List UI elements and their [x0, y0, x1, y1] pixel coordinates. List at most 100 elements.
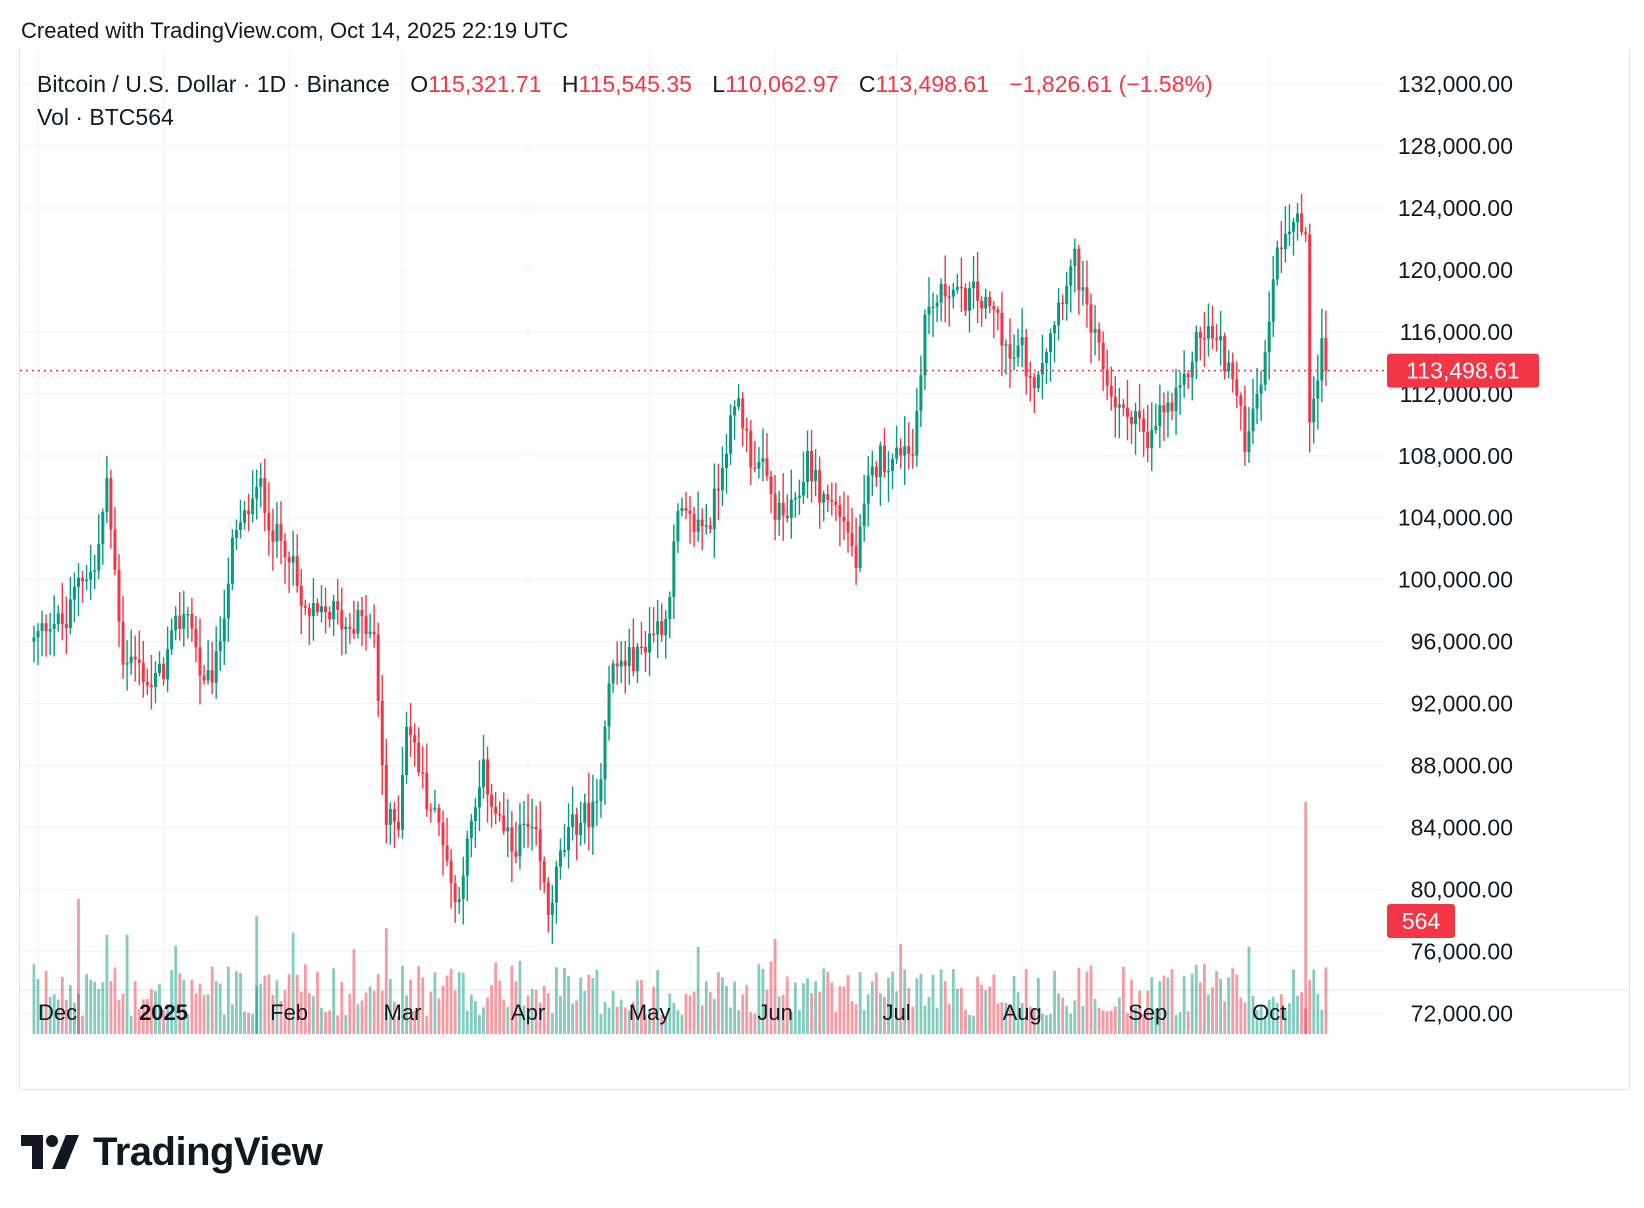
candle-body — [311, 603, 315, 617]
volume-bar — [725, 985, 728, 1034]
volume-bar — [271, 994, 275, 1034]
candle-body — [550, 902, 554, 915]
volume-bar — [1004, 1002, 1008, 1034]
y-tick-label: 96,000.00 — [1411, 629, 1513, 655]
volume-bar — [680, 1014, 684, 1034]
candle-body — [1174, 387, 1178, 412]
volume-bar — [69, 985, 72, 1034]
volume-bar — [465, 1010, 469, 1034]
candle-body — [1194, 331, 1198, 362]
candle-body — [587, 802, 591, 828]
volume-bar — [879, 993, 882, 1034]
candle-body — [514, 851, 518, 857]
volume-bar — [575, 1000, 579, 1034]
volume-bar — [595, 969, 599, 1034]
y-tick-label: 80,000.00 — [1411, 876, 1513, 902]
volume-bar — [834, 1011, 838, 1034]
last-volume-label: 564 — [1402, 908, 1441, 934]
volume-bar — [1215, 971, 1218, 1034]
candle-body — [364, 616, 368, 634]
candle-body — [927, 307, 931, 315]
volume-bar — [109, 981, 113, 1034]
candle-body — [299, 585, 303, 606]
volume-bar — [1020, 1002, 1024, 1034]
volume-bar — [1008, 1006, 1012, 1034]
volume-bar — [939, 969, 943, 1034]
volume-bar — [563, 967, 566, 1034]
volume-bar — [842, 986, 846, 1034]
volume-bar — [360, 1000, 364, 1034]
candle-body — [1000, 312, 1004, 346]
candle-body — [773, 494, 777, 520]
volume-bar — [372, 991, 376, 1034]
candle-body — [1279, 247, 1283, 250]
volume-bar — [243, 1011, 246, 1034]
volume-bar — [1207, 994, 1210, 1034]
candle-body — [1154, 426, 1158, 431]
candle-body — [392, 808, 396, 822]
volume-bar — [133, 981, 137, 1034]
candle-body — [923, 314, 927, 376]
candle-body — [89, 571, 93, 580]
candle-body — [753, 467, 757, 470]
candle-body — [1044, 352, 1048, 364]
volume-bar — [631, 1001, 635, 1034]
candle-body — [1158, 405, 1162, 427]
volume-bar — [972, 1015, 975, 1034]
volume-bar — [421, 977, 425, 1034]
volume-bar — [178, 973, 182, 1034]
volume-bar — [190, 979, 194, 1034]
x-tick-label: Dec — [38, 1000, 77, 1025]
y-tick-label: 124,000.00 — [1398, 195, 1513, 221]
candle-body — [1247, 431, 1251, 453]
candlesticks — [32, 193, 1328, 944]
candle-body — [1134, 411, 1138, 424]
volume-bar — [988, 986, 992, 1034]
candle-body — [1235, 379, 1239, 396]
volume-bar — [255, 916, 259, 1034]
candle-body — [113, 529, 117, 570]
volume-bar — [340, 981, 344, 1034]
candle-body — [320, 606, 323, 613]
candle-body — [198, 647, 202, 676]
candle-body — [1170, 402, 1174, 412]
volume-bar — [619, 999, 623, 1034]
chart-frame — [19, 49, 1630, 1090]
candle-body — [939, 283, 943, 303]
candle-body — [1121, 404, 1125, 408]
candle-body — [141, 662, 145, 683]
volume-bar — [210, 966, 214, 1034]
candle-body — [725, 453, 728, 468]
candle-body — [1211, 326, 1214, 339]
candle-body — [858, 526, 862, 568]
volume-bar — [1109, 1010, 1113, 1034]
volume-bar — [1077, 967, 1081, 1034]
volume-bar — [64, 999, 68, 1034]
tradingview-logo[interactable]: TradingView — [21, 1130, 323, 1174]
volume-bar — [1300, 992, 1303, 1034]
candle-body — [919, 375, 923, 412]
volume-bar — [1203, 964, 1206, 1034]
candle-body — [1125, 407, 1129, 417]
candle-body — [972, 281, 976, 289]
volume-bar — [388, 978, 392, 1034]
candle-body — [380, 700, 384, 766]
candle-body — [579, 822, 583, 836]
candle-body — [660, 621, 664, 636]
volume-bar — [729, 1007, 732, 1034]
volume-bar — [1263, 1015, 1267, 1034]
candle-body — [307, 607, 311, 617]
candle-body — [303, 605, 307, 608]
candle-body — [558, 850, 562, 867]
candle-body — [453, 883, 457, 903]
candle-body — [328, 611, 332, 620]
candle-body — [1324, 338, 1328, 371]
candle-body — [1130, 416, 1133, 424]
candle-body — [526, 823, 530, 828]
candle-body — [137, 659, 141, 663]
volume-bar — [1089, 965, 1093, 1034]
x-tick-label: Sep — [1128, 1000, 1167, 1025]
candle-body — [77, 577, 80, 587]
candle-body — [915, 411, 919, 456]
